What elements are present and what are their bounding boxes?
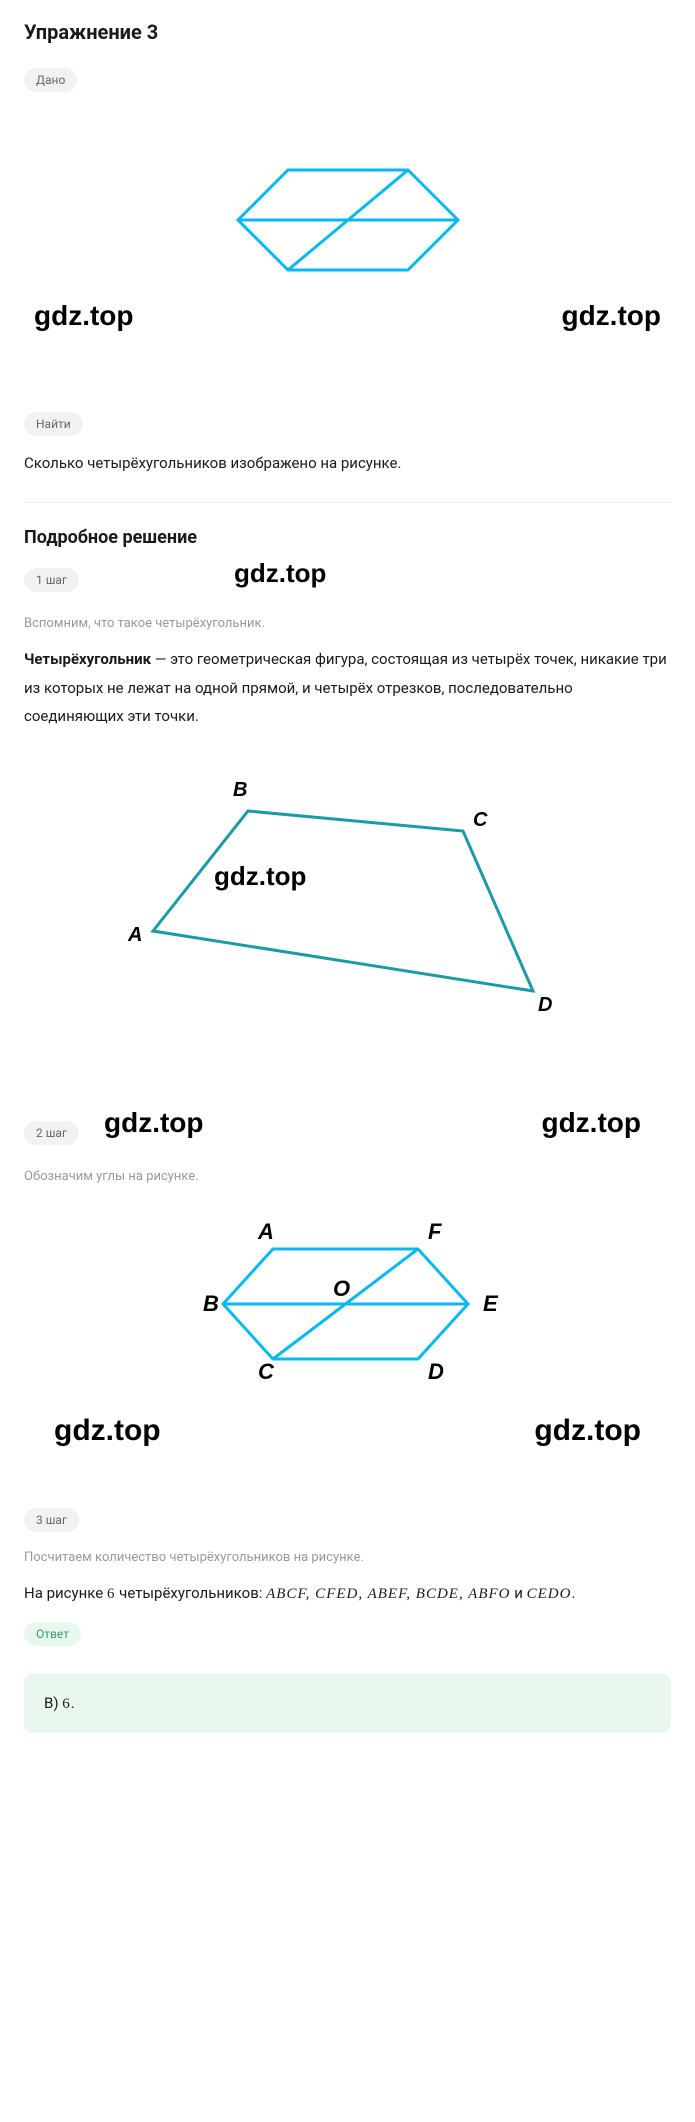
solution-title: Подробное решение bbox=[24, 527, 671, 548]
svg-text:F: F bbox=[428, 1219, 442, 1244]
svg-text:A: A bbox=[127, 924, 142, 946]
watermark-right: gdz.top bbox=[561, 300, 661, 332]
svg-text:C: C bbox=[473, 809, 488, 831]
quad-figure: A B C D bbox=[98, 751, 598, 1031]
answer-badge: Ответ bbox=[24, 1622, 81, 1646]
find-badge: Найти bbox=[24, 412, 83, 436]
svg-text:B: B bbox=[203, 1291, 219, 1316]
answer-prefix: B) bbox=[44, 1694, 62, 1712]
step3-desc: Посчитаем количество четырёхугольников н… bbox=[24, 1550, 671, 1565]
watermark-right-3: gdz.top bbox=[534, 1414, 641, 1448]
watermark-quad: gdz.top bbox=[214, 861, 306, 892]
given-badge: Дано bbox=[24, 68, 77, 92]
step2-badge: 2 шаг bbox=[24, 1121, 79, 1145]
step1-line: 1 шаг gdz.top bbox=[24, 568, 671, 610]
watermark-step2-right: gdz.top bbox=[541, 1107, 641, 1139]
svg-text:E: E bbox=[483, 1291, 499, 1316]
watermark-row-3: gdz.top gdz.top bbox=[24, 1414, 671, 1448]
answer-text: B) 6. bbox=[44, 1694, 651, 1713]
step3-body: На рисунке 6 четырёхугольников: ABCF, CF… bbox=[24, 1579, 671, 1609]
hexagon-figure-2: A B C D E F O bbox=[108, 1204, 588, 1404]
svg-text:O: O bbox=[333, 1276, 350, 1301]
step2-line: 2 шаг gdz.top gdz.top bbox=[24, 1121, 671, 1163]
svg-text:D: D bbox=[428, 1359, 444, 1384]
figure-1-container: gdz.top gdz.top bbox=[24, 130, 671, 332]
watermark-left-3: gdz.top bbox=[54, 1414, 161, 1448]
step3-and: и bbox=[511, 1584, 527, 1602]
svg-text:D: D bbox=[538, 994, 552, 1016]
step1-desc: Вспомним, что такое четырёхугольник. bbox=[24, 616, 671, 631]
step3-badge: 3 шаг bbox=[24, 1508, 79, 1532]
figure-3-container: A B C D E F O gdz.top gdz.top bbox=[24, 1204, 671, 1448]
watermark-step2-left: gdz.top bbox=[104, 1107, 204, 1139]
step3-quads: ABCF, CFED, ABEF, BCDE, ABFO bbox=[266, 1586, 510, 1602]
step3-period: . bbox=[571, 1584, 575, 1602]
find-text: Сколько четырёхугольников изображено на … bbox=[24, 454, 671, 472]
answer-period: . bbox=[71, 1694, 75, 1712]
step1-term: Четырёхугольник bbox=[24, 650, 151, 668]
watermark-step1: gdz.top bbox=[234, 558, 326, 589]
watermark-left: gdz.top bbox=[34, 300, 134, 332]
watermark-row-1: gdz.top gdz.top bbox=[24, 300, 671, 332]
svg-text:A: A bbox=[257, 1219, 274, 1244]
exercise-title: Упражнение 3 bbox=[24, 20, 671, 44]
hexagon-figure-1 bbox=[138, 130, 558, 310]
answer-value: 6 bbox=[62, 1696, 71, 1712]
step3-last: CEDO bbox=[527, 1586, 572, 1602]
step3-mid: четырёхугольников: bbox=[115, 1584, 266, 1602]
step2-desc: Обозначим углы на рисунке. bbox=[24, 1169, 671, 1184]
step1-badge: 1 шаг bbox=[24, 568, 79, 592]
svg-text:B: B bbox=[233, 779, 247, 801]
divider bbox=[24, 502, 671, 503]
svg-text:C: C bbox=[258, 1359, 275, 1384]
step3-prefix: На рисунке bbox=[24, 1584, 107, 1602]
answer-box: B) 6. bbox=[24, 1674, 671, 1733]
step1-body: Четырёхугольник — это геометрическая фиг… bbox=[24, 645, 671, 731]
figure-2-container: A B C D gdz.top bbox=[24, 751, 671, 1031]
